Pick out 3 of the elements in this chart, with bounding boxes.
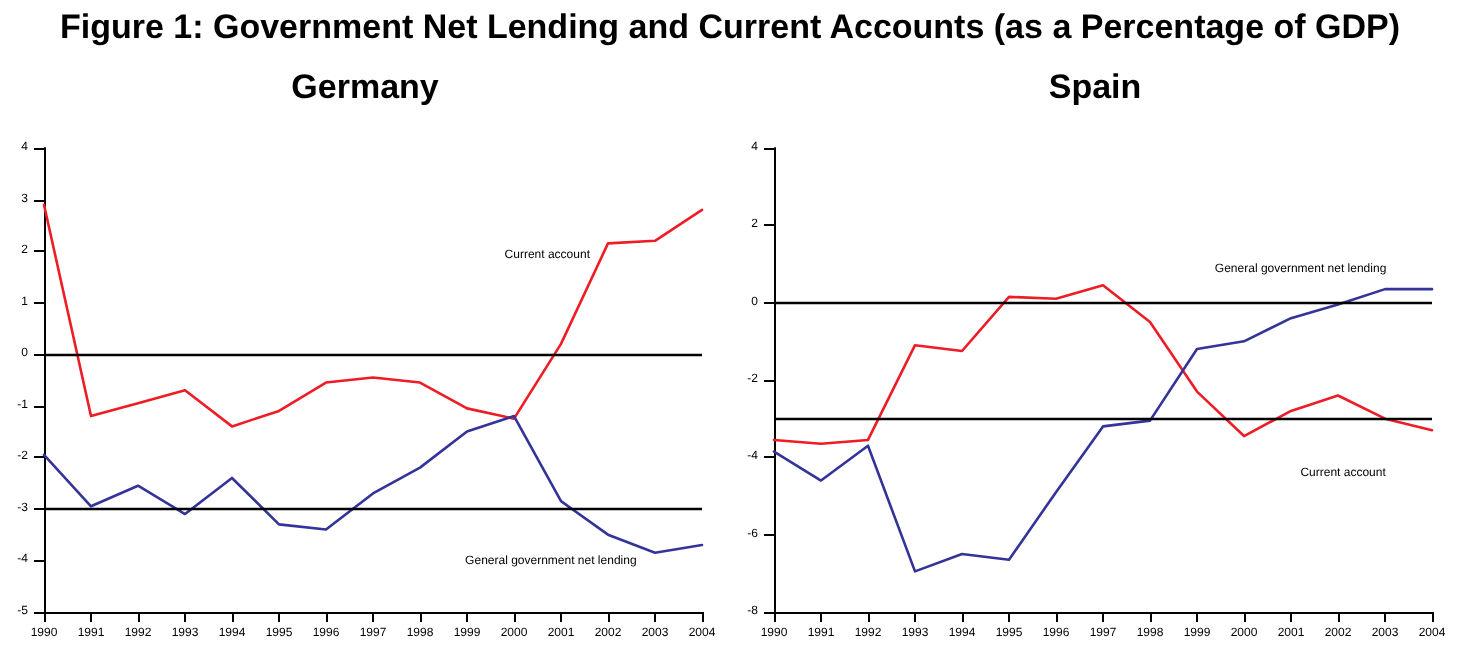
chart-title: Spain bbox=[1048, 68, 1142, 106]
chart-title: Figure 1: Government Net Lending and Current Accounts (as a Percentage of GDP) bbox=[57, 6, 1403, 50]
chart-subtitle: Germany bbox=[291, 68, 440, 106]
